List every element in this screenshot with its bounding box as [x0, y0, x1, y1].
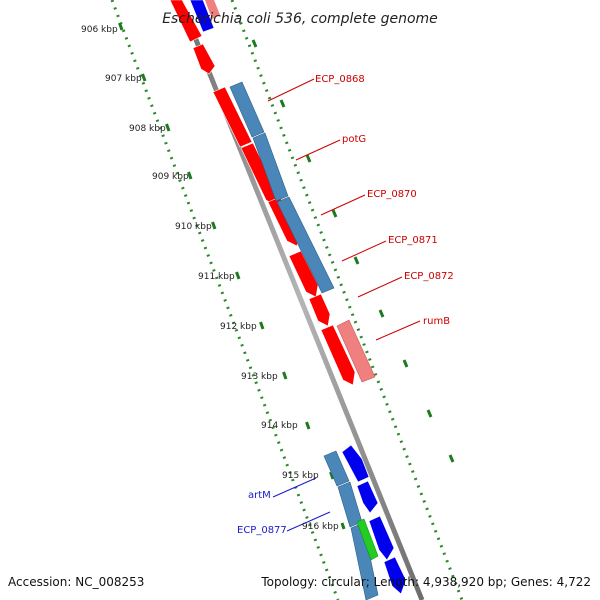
ruler-label: 911 kbp: [198, 272, 235, 282]
cds-arrow[interactable]: [192, 43, 216, 75]
misc-feature-green[interactable]: [356, 518, 379, 561]
gene-track: [229, 81, 379, 600]
ruler-label: 913 kbp: [241, 372, 278, 382]
label-leaders: [267, 78, 421, 532]
gene-bar[interactable]: [323, 450, 350, 487]
gene-bar[interactable]: [252, 132, 289, 202]
gc-track-inner: [110, 0, 340, 600]
gene-label[interactable]: ECP_0872: [404, 271, 454, 282]
gene-label[interactable]: ECP_0871: [388, 235, 438, 246]
cds-arrow[interactable]: [212, 86, 253, 148]
cds-arrow[interactable]: [320, 324, 356, 386]
ruler-label: 909 kbp: [152, 172, 189, 182]
rrna-top[interactable]: [205, 0, 220, 19]
gene-label[interactable]: potG: [342, 134, 366, 145]
reverse-cds-track: [189, 0, 407, 595]
cds-arrow[interactable]: [383, 556, 407, 595]
ruler-label: 915 kbp: [282, 471, 319, 481]
ruler-label: 914 kbp: [261, 421, 298, 431]
gene-label[interactable]: artM: [248, 490, 271, 501]
gc-track-outer: [230, 0, 464, 600]
cds-arrow[interactable]: [356, 480, 379, 514]
gene-label[interactable]: ECP_0870: [367, 189, 417, 200]
gene-labels: ECP_0868 potG ECP_0870 ECP_0871 ECP_0872…: [237, 74, 454, 536]
accession-text: Accession: NC_008253: [8, 575, 144, 589]
ruler-label: 906 kbp: [81, 25, 118, 35]
gene-bar[interactable]: [276, 196, 335, 294]
rrna-rumB[interactable]: [336, 319, 376, 383]
cds-arrow[interactable]: [189, 0, 215, 33]
gene-label[interactable]: rumB: [423, 316, 450, 327]
gene-label[interactable]: ECP_0868: [315, 74, 365, 85]
forward-cds-track: [169, 0, 356, 386]
cds-arrow[interactable]: [341, 444, 370, 483]
ruler-labels: 906 kbp 907 kbp 908 kbp 909 kbp 910 kbp …: [81, 25, 339, 532]
ruler-label: 908 kbp: [129, 124, 166, 134]
cds-arrow[interactable]: [368, 515, 395, 561]
cds-arrow[interactable]: [169, 0, 203, 43]
cds-arrow[interactable]: [308, 293, 331, 327]
ruler-label: 910 kbp: [175, 222, 212, 232]
ruler-tick-marks: [118, 22, 455, 530]
ruler-label: 907 kbp: [105, 74, 142, 84]
ruler-label: 912 kbp: [220, 322, 257, 332]
cds-arrow[interactable]: [288, 250, 319, 298]
genome-summary-text: Topology: circular; Length: 4,938,920 bp…: [260, 575, 591, 589]
map-title: Escherichia coli 536, complete genome: [162, 11, 438, 27]
gene-label[interactable]: ECP_0877: [237, 525, 287, 536]
genome-backbone: [177, 0, 425, 600]
ruler-label: 916 kbp: [302, 522, 339, 532]
gene-bar[interactable]: [229, 81, 265, 138]
